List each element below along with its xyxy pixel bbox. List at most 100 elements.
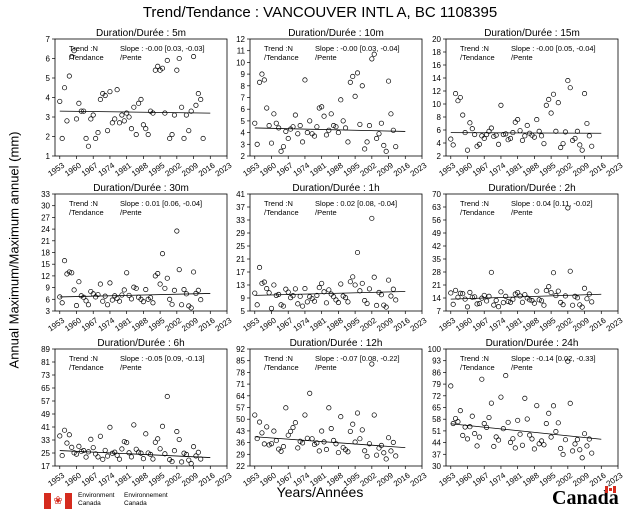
data-point [152,439,158,445]
data-point [62,258,68,264]
data-point [579,455,585,461]
data-point [159,251,166,257]
data-point [171,448,177,454]
trend-annotation: /Tendance [264,208,299,217]
y-tick-label: 44 [432,439,441,448]
trend-annotation: Trend :N [460,199,489,208]
x-tick-label: 1960 [454,471,474,489]
data-point [510,296,516,303]
x-tick-label: 2002 [163,316,183,334]
data-point [126,114,132,120]
data-point [496,141,502,147]
data-point [148,295,154,301]
chart-panel: Duration/Durée : 12h 22 29 36 43 50 57 64 71 78 85… [236,338,429,488]
data-point [517,293,523,299]
y-tick-label: 93 [432,357,441,366]
data-point [85,302,91,308]
data-point [116,456,123,462]
data-point [527,432,533,438]
y-tick-label: 4 [46,94,51,103]
data-point [109,450,115,456]
data-point [326,405,332,411]
x-tick-label: 1960 [63,161,83,179]
x-axis-label: Years/Années [276,484,364,500]
data-point [472,132,478,138]
data-point [66,432,72,438]
data-point [507,439,514,445]
x-tick-label: 1974 [488,471,508,489]
data-point [357,121,363,127]
data-point [486,293,492,299]
data-point [582,431,588,437]
data-point [319,280,325,286]
data-point [350,73,356,79]
data-point [390,286,396,292]
chart-panel: Duration/Durée : 15m 2 4 6 8 10 12 14 16 18 20 1953… [432,28,625,178]
data-point [76,100,82,106]
data-point [300,139,306,145]
data-point [264,424,270,430]
trend-annotation: Trend :N [69,354,98,363]
slope-annotation: /Pente [120,208,142,217]
y-tick-label: 71 [236,380,245,389]
data-point [183,451,189,458]
page-title: Trend/Tendance : VANCOUVER INTL A, BC 11… [142,4,498,21]
y-tick-label: 33 [41,436,50,445]
data-point [383,148,389,154]
data-point [176,55,182,62]
data-point [300,440,306,446]
y-tick-label: 25 [236,242,245,251]
data-point [114,295,120,302]
x-tick-label: 2002 [163,161,183,179]
data-point [302,412,308,418]
data-point [515,290,521,296]
data-point [143,126,149,132]
data-point [488,400,494,406]
x-tick-label: 1960 [454,161,474,179]
data-point [309,436,315,442]
x-tick-label: 1995 [147,471,167,489]
data-point [264,286,270,292]
panel-title: Duration/Durée : 1h [292,183,379,194]
data-point [574,437,580,443]
data-point [362,448,368,454]
data-point [386,435,392,441]
x-tick-label: 1974 [488,316,508,334]
data-point [200,135,206,142]
y-tick-label: 9 [241,70,246,79]
data-point [560,451,566,458]
y-tick-label: 100 [428,345,442,354]
ec-en-line-1: Environment [78,492,115,499]
data-point [548,110,554,116]
data-point [85,143,91,149]
data-point [531,134,537,140]
y-tick-label: 21 [432,281,441,290]
data-point [450,420,456,427]
data-point [491,302,497,308]
data-point [167,135,173,142]
data-point [121,287,127,293]
data-point [273,438,279,444]
data-point [371,412,377,418]
y-tick-label: 6 [241,105,246,114]
ec-french-text: Environnement Canada [124,492,168,508]
data-point [584,120,590,127]
data-point [119,112,125,118]
data-point [493,297,499,303]
data-point [328,291,334,297]
trend-annotation: /Tendance [460,208,495,217]
data-point [574,128,580,134]
y-tick-label: 10 [432,100,441,109]
data-point [565,358,571,364]
trend-annotation: /Tendance [69,208,104,217]
data-point [297,123,303,129]
data-point [157,281,163,287]
data-point [388,448,394,454]
data-point [304,299,310,305]
y-tick-label: 5 [241,307,246,316]
data-point [500,132,506,138]
data-point [558,145,564,151]
data-point [469,294,475,300]
data-point [500,426,506,432]
